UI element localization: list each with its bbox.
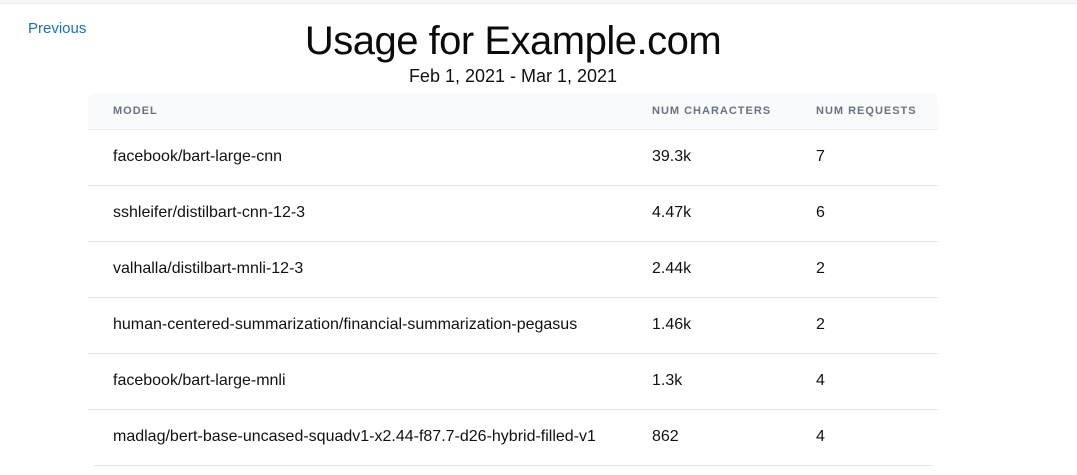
model-cell: sshleifer/distilbart-cnn-12-3: [88, 185, 652, 242]
table-row: human-centered-summarization/financial-s…: [88, 297, 938, 354]
num-characters-cell: 39.3k: [652, 129, 816, 186]
num-requests-cell: 2: [816, 241, 938, 298]
column-header-num-characters: NUM CHARACTERS: [652, 93, 816, 130]
date-range-subtitle: Feb 1, 2021 - Mar 1, 2021: [408, 66, 618, 86]
model-cell: facebook/bart-large-cnn: [88, 129, 652, 186]
num-requests-cell: 6: [816, 185, 938, 242]
model-cell: human-centered-summarization/financial-s…: [88, 297, 652, 354]
num-characters-cell: 862: [652, 409, 816, 466]
num-characters-cell: 1.46k: [652, 297, 816, 354]
previous-link[interactable]: Previous: [28, 20, 87, 37]
table-header-row: MODEL NUM CHARACTERS NUM REQUESTS: [88, 93, 938, 130]
num-characters-cell: 2.44k: [652, 241, 816, 298]
main-content: Usage for Example.com Feb 1, 2021 - Mar …: [88, 18, 938, 466]
page-title: Usage for Example.com: [304, 19, 722, 63]
model-cell: facebook/bart-large-mnli: [88, 353, 652, 410]
top-strip: [0, 0, 1077, 4]
usage-table: MODEL NUM CHARACTERS NUM REQUESTS facebo…: [88, 93, 938, 466]
num-characters-cell: 1.3k: [652, 353, 816, 410]
table-row: valhalla/distilbart-mnli-12-3 2.44k 2: [88, 241, 938, 298]
column-header-model: MODEL: [88, 93, 652, 130]
num-requests-cell: 2: [816, 297, 938, 354]
model-cell: valhalla/distilbart-mnli-12-3: [88, 241, 652, 298]
table-row: facebook/bart-large-mnli 1.3k 4: [88, 353, 938, 410]
table-row: sshleifer/distilbart-cnn-12-3 4.47k 6: [88, 185, 938, 242]
table-row: madlag/bert-base-uncased-squadv1-x2.44-f…: [88, 409, 938, 466]
model-cell: madlag/bert-base-uncased-squadv1-x2.44-f…: [88, 409, 652, 466]
table-row: facebook/bart-large-cnn 39.3k 7: [88, 129, 938, 186]
num-requests-cell: 7: [816, 129, 938, 186]
column-header-num-requests: NUM REQUESTS: [816, 93, 938, 130]
num-requests-cell: 4: [816, 409, 938, 466]
num-characters-cell: 4.47k: [652, 185, 816, 242]
num-requests-cell: 4: [816, 353, 938, 410]
